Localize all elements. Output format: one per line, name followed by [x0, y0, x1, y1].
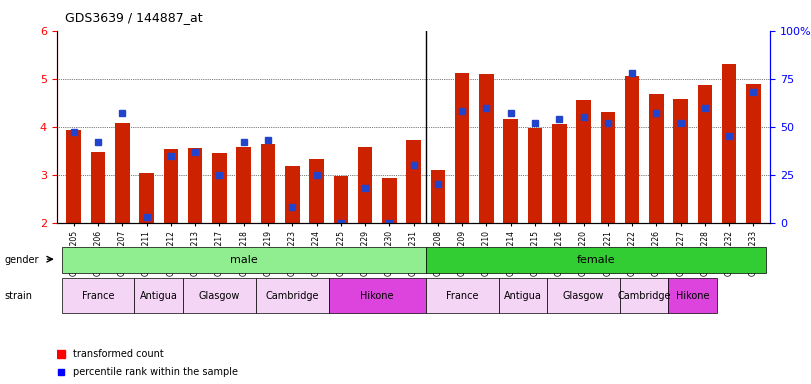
- Bar: [504, 119, 518, 223]
- FancyBboxPatch shape: [426, 247, 766, 273]
- Bar: [91, 152, 105, 223]
- Bar: [188, 148, 203, 223]
- Text: Antigua: Antigua: [504, 291, 542, 301]
- Bar: [479, 74, 494, 223]
- FancyBboxPatch shape: [328, 278, 426, 313]
- FancyBboxPatch shape: [255, 278, 328, 313]
- Bar: [115, 123, 130, 223]
- Text: male: male: [230, 255, 258, 265]
- FancyBboxPatch shape: [547, 278, 620, 313]
- Bar: [697, 85, 712, 223]
- Bar: [600, 113, 615, 223]
- Text: France: France: [446, 291, 478, 301]
- Bar: [552, 124, 567, 223]
- Bar: [431, 170, 445, 223]
- Text: Hikone: Hikone: [360, 291, 394, 301]
- Bar: [673, 99, 688, 223]
- Bar: [382, 178, 397, 223]
- Text: gender: gender: [4, 255, 39, 265]
- Text: Hikone: Hikone: [676, 291, 710, 301]
- Bar: [577, 100, 591, 223]
- Text: GDS3639 / 144887_at: GDS3639 / 144887_at: [65, 12, 203, 25]
- Text: percentile rank within the sample: percentile rank within the sample: [73, 367, 238, 377]
- Bar: [528, 127, 543, 223]
- FancyBboxPatch shape: [62, 278, 135, 313]
- Text: female: female: [577, 255, 615, 265]
- Bar: [406, 140, 421, 223]
- Bar: [260, 144, 275, 223]
- Bar: [746, 84, 761, 223]
- Text: Glasgow: Glasgow: [199, 291, 240, 301]
- FancyBboxPatch shape: [668, 278, 717, 313]
- Text: Cambridge: Cambridge: [265, 291, 319, 301]
- FancyBboxPatch shape: [499, 278, 547, 313]
- Bar: [624, 76, 639, 223]
- FancyBboxPatch shape: [62, 247, 426, 273]
- FancyBboxPatch shape: [426, 278, 499, 313]
- FancyBboxPatch shape: [135, 278, 183, 313]
- Bar: [722, 65, 736, 223]
- Bar: [236, 147, 251, 223]
- Text: Antigua: Antigua: [139, 291, 178, 301]
- Bar: [649, 94, 663, 223]
- Bar: [285, 166, 299, 223]
- FancyBboxPatch shape: [620, 278, 668, 313]
- Bar: [139, 173, 154, 223]
- Text: France: France: [82, 291, 114, 301]
- Bar: [358, 147, 372, 223]
- Text: Glasgow: Glasgow: [563, 291, 604, 301]
- Bar: [67, 130, 81, 223]
- Bar: [309, 159, 324, 223]
- Bar: [455, 73, 470, 223]
- Text: transformed count: transformed count: [73, 349, 164, 359]
- Bar: [212, 153, 227, 223]
- Bar: [333, 176, 348, 223]
- FancyBboxPatch shape: [183, 278, 255, 313]
- Text: Cambridge: Cambridge: [617, 291, 671, 301]
- Bar: [164, 149, 178, 223]
- Text: strain: strain: [4, 291, 32, 301]
